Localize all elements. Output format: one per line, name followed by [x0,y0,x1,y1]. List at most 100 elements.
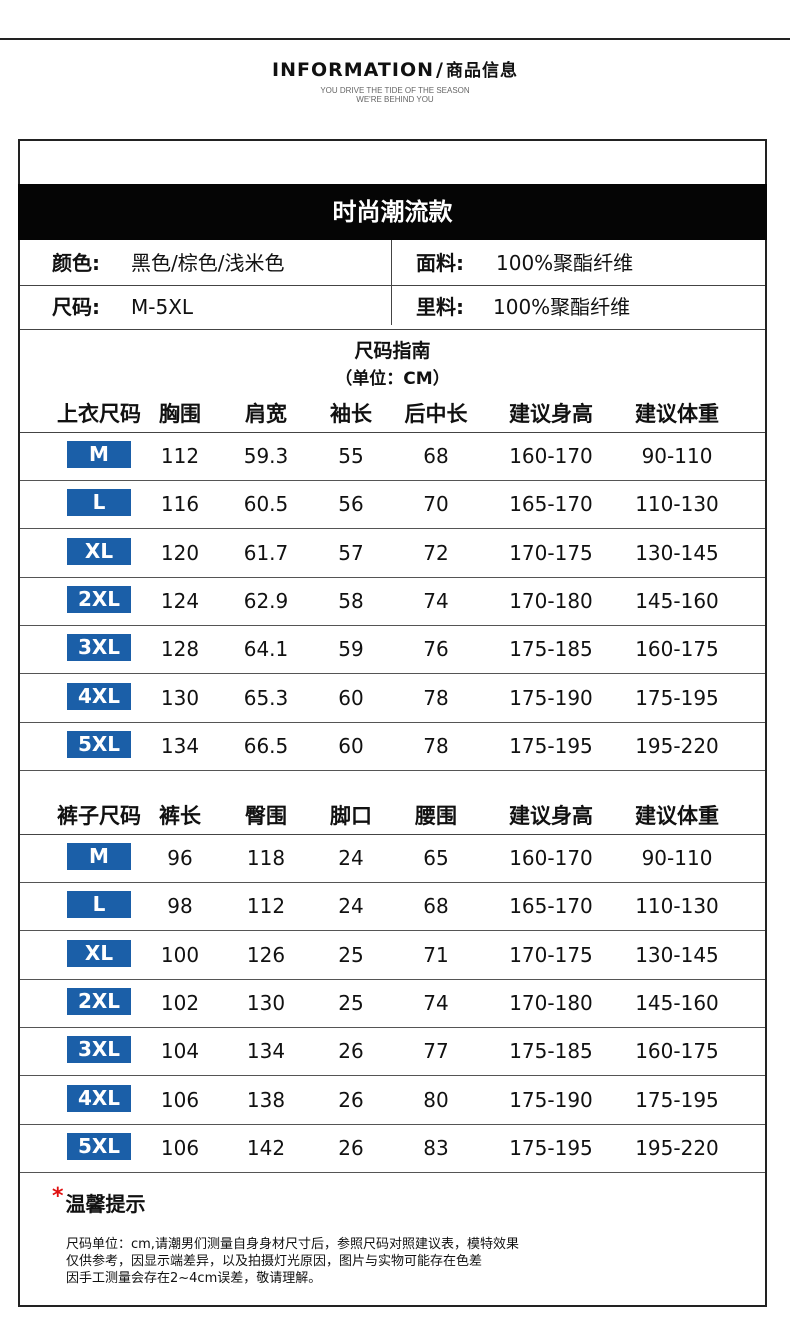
pants-size-badge: 2XL [67,987,131,1015]
pants-size-badge: 4XL [67,1084,131,1112]
style-banner: 时尚潮流款 [18,184,767,240]
top-table-row: 2XL 124 62.9 58 74 170-180 145-160 [20,577,765,626]
pants-header-cell: 脚口 [330,804,372,828]
size-guide-title: 尺码指南 [354,340,431,362]
color-label: 颜色: [52,251,100,275]
top-table-cell: 61.7 [243,540,289,565]
fabric-label: 面料: [416,251,464,275]
pants-table-cell: 102 [160,990,200,1015]
top-size-badge: 2XL [67,585,131,613]
pants-table-cell: 25 [338,942,364,967]
size-guide-unit: （单位：CM） [335,369,450,389]
pants-table-cell: 175-195 [509,1135,593,1160]
top-header-cell: 袖长 [330,402,372,426]
top-table-cell: 170-175 [509,540,593,565]
top-table-cell: 64.1 [243,637,289,662]
pants-header-row: 裤子尺码 裤长 臀围 脚口 腰围 建议身高 建议体重 [20,800,765,835]
pants-table-cell: 26 [338,1135,364,1160]
pants-table-cell: 134 [246,1039,286,1064]
pants-header-cell: 建议身高 [509,804,593,828]
lining-label: 里料: [416,295,464,319]
tips-line-1: 尺码单位：cm,请潮男们测量自身身材尺寸后，参照尺码对照建议表，模特效果 [66,1237,519,1252]
tips-line-2: 仅供参考，因显示端差异，以及拍摄灯光原因，图片与实物可能存在色差 [66,1254,483,1269]
pants-table-row: M 96 118 24 65 160-170 90-110 [20,834,765,883]
pants-size-badge: XL [67,939,131,967]
top-size-badge: 5XL [67,730,131,758]
pants-header-cell: 腰围 [415,804,457,828]
pants-size-badge: L [67,891,131,919]
pants-header-cell: 裤长 [159,804,201,828]
top-size-badge: 4XL [67,682,131,710]
pants-table-cell: 138 [246,1087,286,1112]
pants-table-cell: 26 [338,1087,364,1112]
information-heading: INFORMATION / 商品信息 [0,56,790,81]
pants-table-cell: 175-185 [509,1039,593,1064]
pants-table-cell: 160-175 [635,1039,719,1064]
pants-table-cell: 24 [338,846,364,870]
pants-size-badge: 5XL [67,1132,131,1160]
top-table-cell: 76 [423,637,449,662]
heading-slash: / [436,59,444,81]
top-table-row: XL 120 61.7 57 72 170-175 130-145 [20,529,765,578]
top-table-cell: 72 [423,540,449,565]
pants-table-row: 2XL 102 130 25 74 170-180 145-160 [20,979,765,1028]
top-table-cell: 130-145 [635,540,719,565]
pants-table-cell: 106 [160,1135,200,1160]
top-table-cell: 57 [338,540,364,565]
top-header-cell: 建议体重 [635,402,719,426]
pants-table-cell: 26 [338,1039,364,1064]
pants-table-cell: 90-110 [641,846,713,870]
top-size-badge: L [67,489,131,517]
pants-header-cell: 裤子尺码 [57,804,141,828]
pants-table-cell: 106 [160,1087,200,1112]
pants-size-badge: 3XL [67,1036,131,1064]
top-table-cell: 56 [338,492,364,517]
top-table-cell: 175-195 [635,685,719,710]
top-table-cell: 60.5 [243,492,289,517]
pants-table-cell: 65 [423,846,449,870]
pants-table-row: XL 100 126 25 71 170-175 130-145 [20,931,765,980]
attribute-divider [391,240,392,325]
heading-chinese: 商品信息 [445,61,518,81]
top-table-cell: 78 [423,685,449,710]
top-size-badge: M [67,441,131,468]
pants-header-cell: 臀围 [245,804,287,828]
top-table-row: 5XL 134 66.5 60 78 175-195 195-220 [20,722,765,771]
top-size-badge: 3XL [67,634,131,662]
top-table-cell: 60 [338,733,364,758]
pants-header-cell: 建议体重 [635,804,719,828]
top-table-cell: 66.5 [243,733,289,758]
top-table-cell: 74 [423,588,449,613]
top-table-cell: 65.3 [243,685,289,710]
top-table-cell: 62.9 [243,588,289,613]
top-table-cell: 175-185 [509,637,593,662]
pants-table-row: 3XL 104 134 26 77 175-185 160-175 [20,1027,765,1077]
top-table-cell: 55 [338,444,364,468]
top-size-badge: XL [67,537,131,565]
pants-table-cell: 25 [338,990,364,1015]
top-header-row: 上衣尺码 胸围 肩宽 袖长 后中长 建议身高 建议体重 [20,398,765,433]
top-header-cell: 后中长 [404,402,468,426]
top-table-cell: 112 [160,444,200,468]
top-table-cell: 130 [160,685,200,710]
top-header-cell: 上衣尺码 [57,402,141,426]
top-table-cell: 116 [160,492,200,517]
information-subtitle: YOU DRIVE THE TIDE OF THE SEASON WE'RE B… [0,86,790,104]
attribute-row-color: 颜色: 黑色/棕色/浅米色 面料: 100%聚酯纤维 [20,241,765,286]
pants-table-cell: 110-130 [635,894,719,919]
pants-table-cell: 71 [423,942,449,967]
pants-table-cell: 130-145 [635,942,719,967]
pants-table-cell: 145-160 [635,990,719,1015]
size-label: 尺码: [52,295,100,319]
pants-table-cell: 175-195 [635,1087,719,1112]
pants-table-cell: 24 [338,894,364,919]
pants-table-cell: 175-190 [509,1087,593,1112]
subtitle-line-2: WE'RE BEHIND YOU [356,95,434,104]
top-table-cell: 78 [423,733,449,758]
pants-table-row: L 98 112 24 68 165-170 110-130 [20,882,765,932]
top-table-cell: 195-220 [635,733,719,758]
tips-line-3: 因手工测量会存在2~4cm误差，敬请理解。 [66,1271,322,1286]
fabric-value: 100%聚酯纤维 [496,251,634,275]
heading-english: INFORMATION [272,59,434,81]
pants-table-cell: 160-170 [509,846,593,870]
